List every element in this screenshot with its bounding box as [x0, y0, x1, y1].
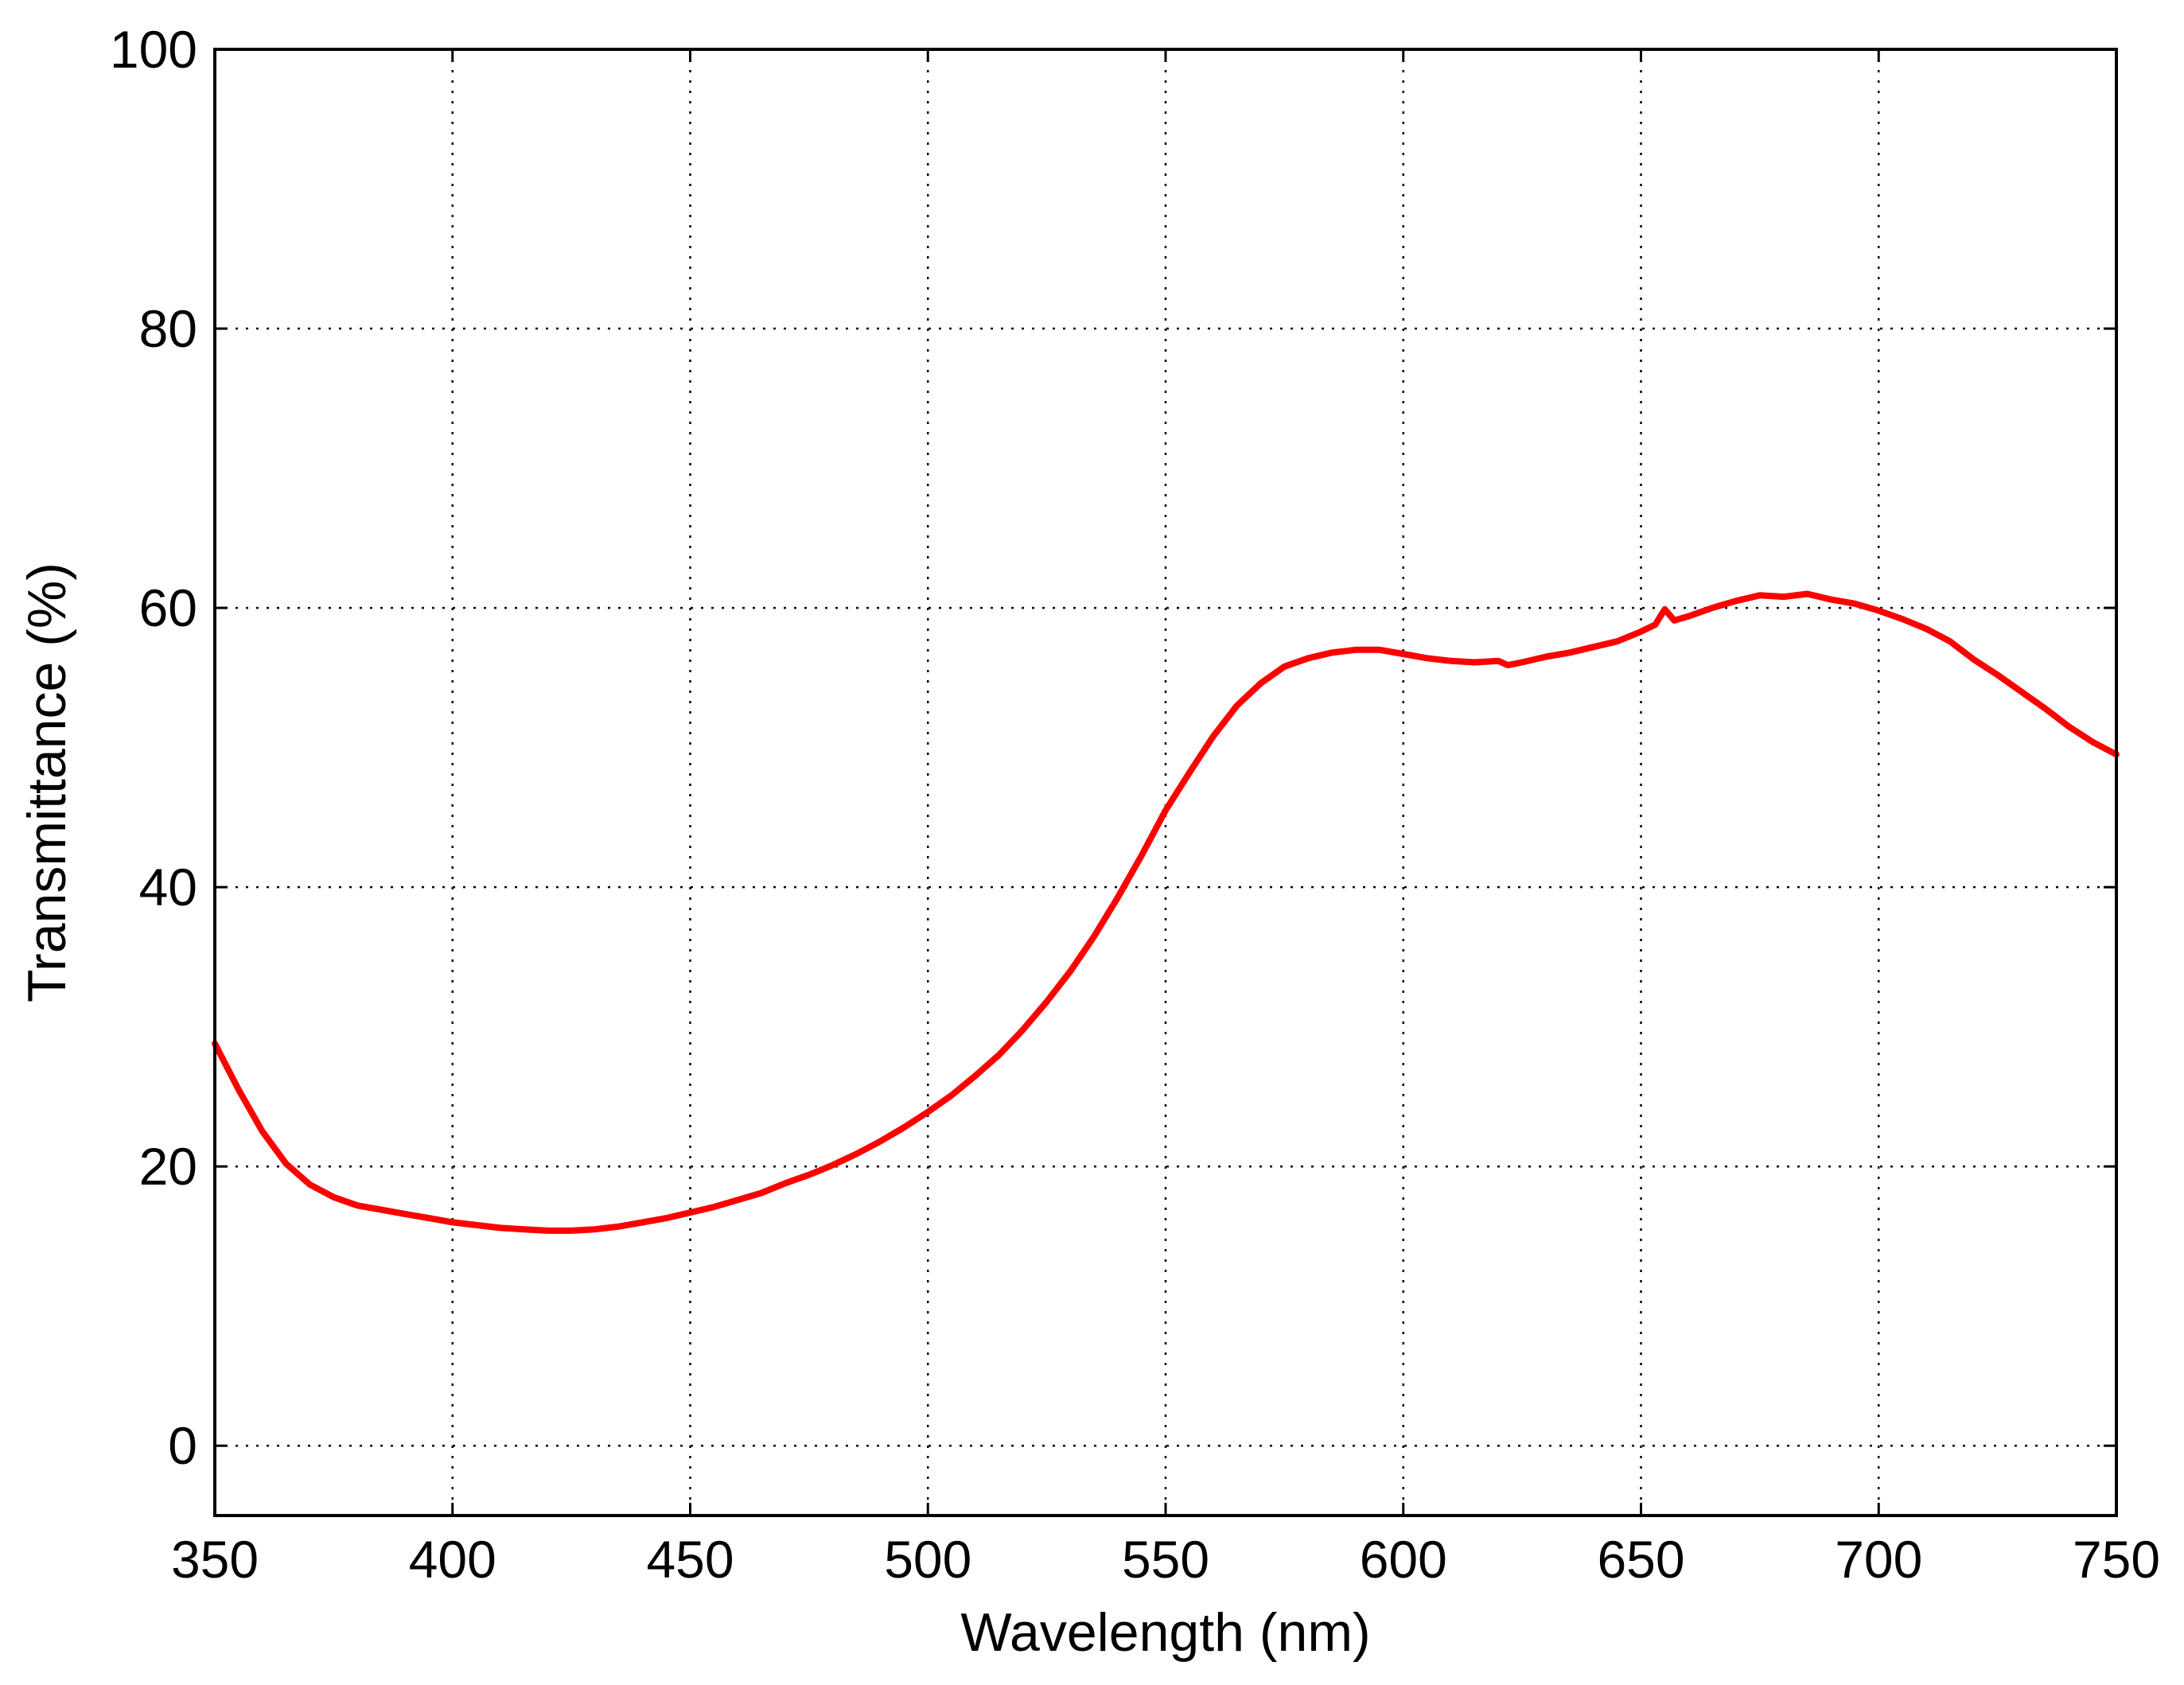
x-tick-label: 550	[1122, 1530, 1209, 1589]
ticks	[213, 48, 2118, 1516]
y-axis-title: Transmittance (%)	[17, 562, 77, 1002]
x-tick-label: 600	[1360, 1530, 1447, 1589]
x-tick-label: 450	[646, 1530, 734, 1589]
transmittance-series-line	[212, 590, 2120, 1234]
y-tick-label: 100	[110, 20, 197, 79]
y-tick-label: 20	[139, 1137, 197, 1196]
x-tick-label: 700	[1835, 1530, 1922, 1589]
x-tick-label: 650	[1597, 1530, 1684, 1589]
x-tick-label: 750	[2073, 1530, 2160, 1589]
grid	[213, 48, 2118, 1516]
x-tick-label: 500	[884, 1530, 971, 1589]
y-tick-label: 80	[139, 299, 197, 358]
y-tick-label: 0	[168, 1416, 197, 1475]
y-tick-label: 60	[139, 578, 197, 637]
tick-labels: 350 400 450 500 550 600 650 700 750 0 20 40 60 80 100	[110, 20, 2160, 1589]
x-tick-label: 400	[409, 1530, 496, 1589]
series-layer	[212, 590, 2120, 1234]
x-tick-label: 350	[171, 1530, 259, 1589]
y-tick-label: 40	[139, 858, 197, 916]
x-axis-title: Wavelength (nm)	[960, 1602, 1370, 1663]
